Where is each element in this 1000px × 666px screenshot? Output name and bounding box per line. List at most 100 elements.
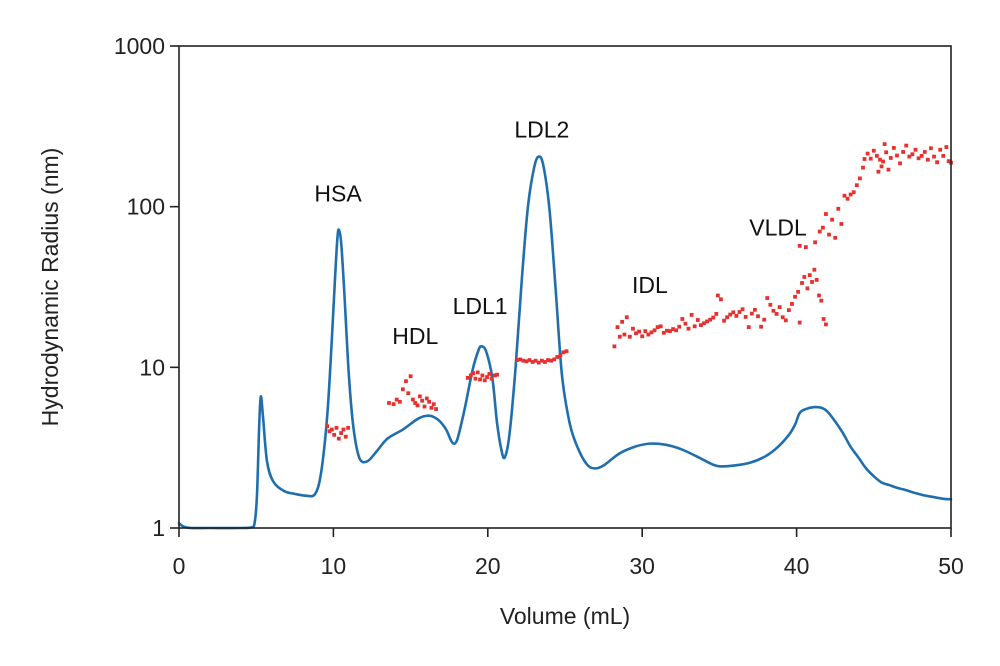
radius-point bbox=[824, 212, 828, 216]
radius-point bbox=[539, 358, 544, 363]
x-axis-title: Volume (mL) bbox=[500, 603, 630, 629]
radius-point bbox=[771, 308, 776, 313]
radius-point bbox=[627, 334, 632, 339]
radius-point bbox=[768, 302, 773, 307]
radius-point bbox=[774, 312, 779, 316]
radius-point bbox=[686, 326, 691, 331]
radius-point bbox=[814, 278, 819, 282]
annotation-ldl1: LDL1 bbox=[453, 293, 508, 319]
radius-point bbox=[862, 157, 867, 161]
radius-point bbox=[634, 331, 638, 336]
radius-point bbox=[759, 324, 763, 329]
radius-point bbox=[336, 436, 341, 441]
radius-measurements-group bbox=[325, 142, 953, 441]
radius-point bbox=[489, 376, 494, 381]
radius-point bbox=[904, 143, 909, 148]
radius-point bbox=[871, 148, 876, 153]
radius-point bbox=[533, 358, 538, 363]
radius-point bbox=[698, 323, 703, 328]
radius-point bbox=[886, 167, 891, 172]
radius-point bbox=[824, 322, 828, 327]
radius-point bbox=[339, 431, 344, 435]
radius-point bbox=[803, 245, 808, 250]
radius-point bbox=[492, 373, 497, 378]
radius-point bbox=[817, 229, 822, 234]
radius-point bbox=[677, 324, 682, 329]
radius-point bbox=[910, 152, 915, 157]
radius-point bbox=[695, 318, 700, 322]
radius-point bbox=[879, 164, 884, 169]
radius-point bbox=[935, 160, 939, 165]
ticks-layer: 0 10 20 30 40 50 1 10 100 1000 bbox=[114, 33, 964, 579]
radius-point bbox=[944, 145, 949, 149]
plot-frame bbox=[178, 45, 952, 529]
radius-point bbox=[397, 399, 402, 404]
x-tick-label: 10 bbox=[321, 553, 347, 579]
radius-point bbox=[919, 154, 924, 158]
radius-point bbox=[719, 297, 723, 302]
radius-point bbox=[617, 334, 622, 339]
radius-point bbox=[922, 150, 927, 154]
radius-point bbox=[649, 330, 654, 335]
radius-point bbox=[652, 328, 657, 333]
annotation-vldl: VLDL bbox=[749, 215, 807, 241]
radius-point bbox=[938, 147, 943, 152]
annotation-idl: IDL bbox=[632, 272, 668, 298]
radius-point bbox=[734, 314, 739, 318]
x-tick-label: 0 bbox=[173, 553, 186, 579]
radius-point bbox=[473, 376, 478, 381]
radius-point bbox=[422, 404, 427, 409]
radius-point bbox=[913, 147, 918, 152]
radius-point bbox=[800, 281, 804, 285]
radius-point bbox=[878, 157, 882, 162]
radius-point bbox=[530, 360, 535, 364]
radius-point bbox=[343, 434, 348, 439]
marks-layer bbox=[177, 142, 953, 530]
radius-point bbox=[404, 379, 408, 384]
radius-point bbox=[722, 318, 726, 323]
radius-point bbox=[715, 293, 720, 298]
radius-point bbox=[327, 429, 332, 434]
y-axis-title: Hydrodynamic Radius (nm) bbox=[37, 148, 63, 427]
radius-point bbox=[830, 217, 835, 222]
radius-point bbox=[805, 286, 810, 291]
radius-point bbox=[901, 150, 906, 154]
radius-point bbox=[765, 296, 770, 300]
radius-point bbox=[780, 315, 785, 320]
radius-point bbox=[810, 280, 814, 284]
radius-point bbox=[495, 372, 499, 377]
radius-point bbox=[797, 320, 802, 325]
radius-point bbox=[797, 243, 802, 248]
radius-point bbox=[334, 425, 339, 430]
radius-point bbox=[753, 307, 757, 312]
radius-point bbox=[411, 397, 415, 402]
radius-point bbox=[674, 328, 679, 333]
radius-point bbox=[783, 318, 788, 323]
radius-point bbox=[929, 146, 933, 151]
radius-point bbox=[891, 146, 896, 150]
radius-point bbox=[807, 273, 812, 278]
radius-point bbox=[427, 399, 432, 404]
radius-point bbox=[668, 329, 672, 334]
radius-point bbox=[515, 358, 520, 362]
radius-point bbox=[833, 235, 838, 240]
radius-point bbox=[728, 312, 733, 317]
radius-point bbox=[854, 183, 859, 188]
radius-point bbox=[408, 374, 413, 379]
y-tick-label: 100 bbox=[127, 194, 165, 220]
radius-point bbox=[417, 394, 422, 399]
radius-point bbox=[851, 190, 856, 195]
radius-point bbox=[692, 324, 697, 329]
radius-point bbox=[708, 317, 713, 322]
radius-point bbox=[731, 310, 736, 315]
radius-point bbox=[631, 326, 635, 331]
radius-point bbox=[615, 325, 620, 329]
radius-point bbox=[746, 325, 751, 329]
radius-point bbox=[524, 359, 529, 364]
radius-point bbox=[558, 353, 563, 358]
radius-point bbox=[689, 313, 694, 317]
radius-point bbox=[478, 377, 482, 382]
radius-point bbox=[895, 153, 899, 158]
radius-point bbox=[415, 403, 420, 408]
radius-point bbox=[874, 154, 879, 158]
